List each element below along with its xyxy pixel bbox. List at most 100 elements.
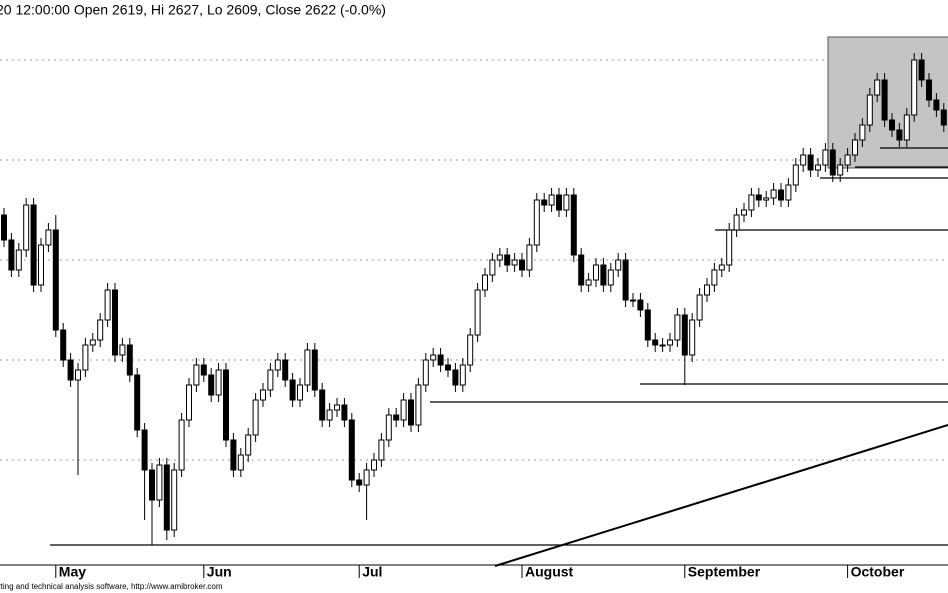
candle-body <box>585 279 592 286</box>
candle-body <box>482 274 488 291</box>
candle-body <box>371 459 377 471</box>
x-tick-label: Jun <box>207 564 232 580</box>
candle-body <box>163 464 170 531</box>
candle-body <box>659 344 666 347</box>
candle-body <box>385 414 392 441</box>
candle-body <box>459 364 466 386</box>
candle-body <box>400 399 407 421</box>
candle-body <box>800 154 807 166</box>
candle-body <box>785 184 792 201</box>
candle-body <box>593 264 599 281</box>
candle-body <box>223 369 229 441</box>
candle-body <box>408 399 414 426</box>
candle-body <box>200 364 207 376</box>
footer: rting and technical analysis software, h… <box>0 582 223 591</box>
candle-body <box>378 439 385 461</box>
candle-body <box>852 139 858 156</box>
candle-body <box>859 124 866 141</box>
candle-body <box>704 284 710 296</box>
candle-body <box>393 414 400 421</box>
candle-body <box>252 399 259 436</box>
candle-body <box>778 189 784 201</box>
candle-body <box>881 79 888 121</box>
candle-body <box>38 244 44 286</box>
candle-body <box>8 239 15 271</box>
candle-body <box>940 109 947 126</box>
candle-body <box>792 164 799 186</box>
candle-body <box>97 319 104 341</box>
candle-body <box>326 409 333 421</box>
candle-body <box>430 354 437 361</box>
candle-body <box>504 254 511 266</box>
candle-body <box>533 199 540 246</box>
candle-body <box>304 349 311 386</box>
candle-body <box>496 254 503 261</box>
candle-body <box>297 384 303 401</box>
candle-body <box>119 344 126 356</box>
candle-body <box>282 359 289 381</box>
candle-body <box>622 259 629 301</box>
candle-body <box>511 259 518 266</box>
candle-body <box>1 214 7 241</box>
candle-body <box>274 359 281 371</box>
candle-body <box>718 264 725 271</box>
candle-body <box>23 204 30 251</box>
candle-body <box>134 374 141 431</box>
candle-body <box>600 264 607 286</box>
candle-body <box>889 119 895 131</box>
candle-body <box>926 79 932 101</box>
candle-body <box>208 374 215 396</box>
candle-body <box>615 259 622 271</box>
candle-body <box>52 229 59 331</box>
candle-body <box>526 244 533 271</box>
candle-body <box>415 384 422 426</box>
candle-body <box>630 299 636 302</box>
candle-body <box>829 149 836 176</box>
candle-body <box>452 369 459 386</box>
candle-body <box>348 419 355 481</box>
candle-body <box>815 164 821 171</box>
candle-body <box>903 114 910 141</box>
x-tick-label: Jul <box>362 564 382 580</box>
candle-body <box>837 164 844 176</box>
candle-body <box>689 319 696 356</box>
candle-body <box>67 359 74 381</box>
candle-body <box>570 194 577 256</box>
candle-body <box>141 429 148 471</box>
candle-body <box>215 369 222 396</box>
candle-body <box>556 194 562 211</box>
highlight-box <box>827 36 948 169</box>
candle-body <box>437 354 444 366</box>
candle-body <box>171 469 178 531</box>
candle-body <box>933 99 940 111</box>
candle-body <box>822 149 829 166</box>
candle-body <box>267 369 274 391</box>
x-tick-label: October <box>851 564 905 580</box>
candle-body <box>334 404 340 411</box>
candle-body <box>726 229 733 266</box>
candle-body <box>245 434 252 456</box>
candle-body <box>75 369 81 381</box>
candle-body <box>578 254 585 286</box>
chart-title: 20 12:00:00 Open 2619, Hi 2627, Lo 2609,… <box>0 2 386 18</box>
candle-body <box>15 249 22 271</box>
candle-body <box>548 194 555 206</box>
candle-body <box>230 439 237 471</box>
candle-body <box>748 194 755 211</box>
candle-body <box>652 339 659 346</box>
candle-body <box>82 344 89 371</box>
candle-body <box>541 199 548 206</box>
candle-body <box>289 379 296 401</box>
candle-body <box>896 129 903 141</box>
candle-body <box>874 79 881 96</box>
candle-body <box>674 314 681 341</box>
candle-body <box>763 197 770 201</box>
trend-line <box>494 424 948 567</box>
candle-body <box>260 389 266 401</box>
candle-body <box>807 154 814 171</box>
candle-body <box>866 94 873 126</box>
candle-body <box>563 194 570 211</box>
candle-body <box>422 359 429 386</box>
candle-body <box>741 209 747 216</box>
candle-body <box>911 59 918 116</box>
